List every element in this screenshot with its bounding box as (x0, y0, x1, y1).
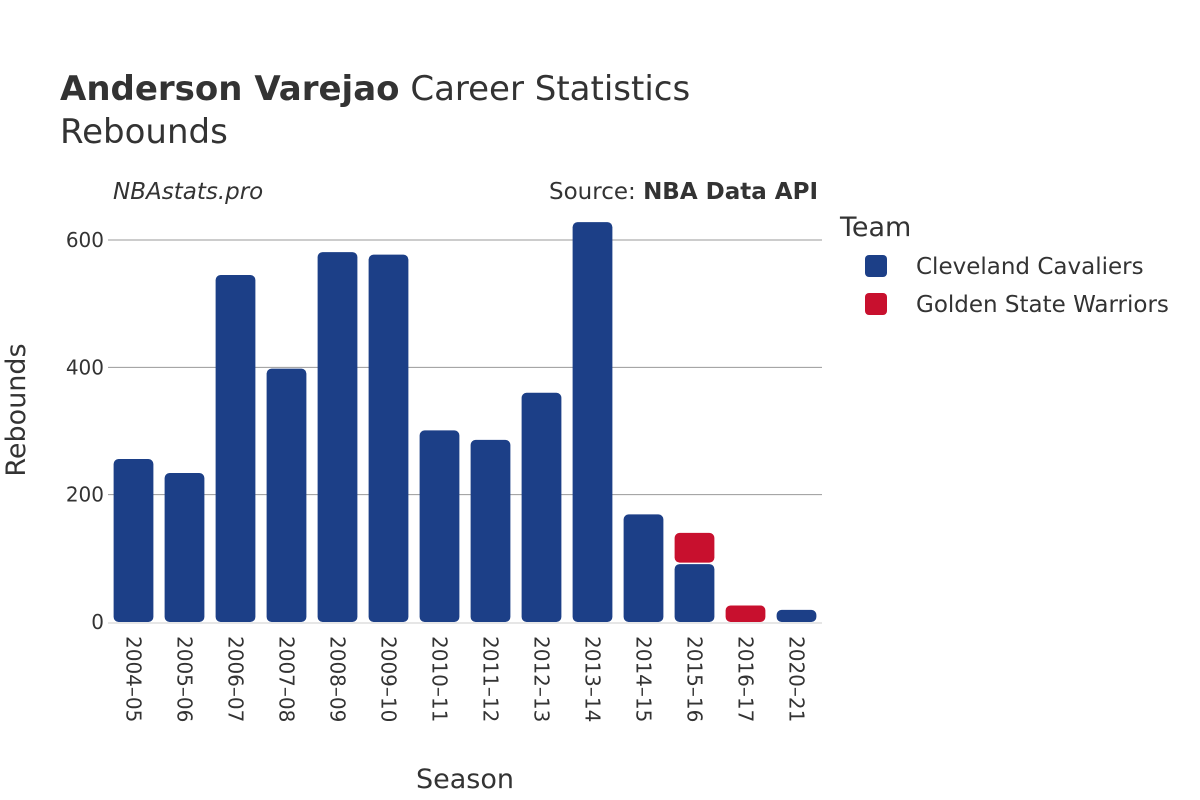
x-tick-2007–08: 2007–08 (275, 636, 299, 722)
bar-2015–16-cleveland (674, 564, 715, 622)
bar-2006–07-cleveland (215, 275, 256, 622)
bar-2016–17-golden-state (725, 605, 766, 622)
y-tick-labels: 0 200 400 600 (66, 228, 104, 634)
x-tick-2014–15: 2014–15 (632, 636, 656, 722)
bar-2007–08-cleveland (266, 368, 307, 622)
y-tick-400: 400 (66, 355, 104, 379)
bar-2009–10-cleveland (368, 254, 409, 623)
legend: Cleveland Cavaliers Golden State Warriors (865, 254, 1169, 318)
legend-swatch-1 (865, 293, 887, 315)
chart-title: Anderson Varejao Career Statistics (60, 69, 690, 109)
bar-2004–05-cleveland (113, 459, 154, 622)
bar-2011–12-cleveland (470, 439, 511, 622)
legend-label-0: Cleveland Cavaliers (916, 254, 1144, 280)
watermark: NBAstats.pro (113, 179, 263, 205)
x-tick-2012–13: 2012–13 (530, 636, 554, 722)
y-tick-200: 200 (66, 483, 104, 507)
y-tick-0: 0 (91, 610, 104, 634)
legend-title: Team (839, 212, 911, 243)
x-tick-2020–21: 2020–21 (785, 636, 809, 722)
source-label: Source: NBA Data API (549, 179, 818, 205)
bars (113, 222, 817, 623)
chart-subtitle: Rebounds (60, 112, 228, 152)
x-tick-2008–09: 2008–09 (326, 636, 350, 722)
x-tick-2009–10: 2009–10 (377, 636, 401, 722)
x-tick-2011–12: 2011–12 (479, 636, 503, 722)
bar-2020–21-cleveland (776, 609, 817, 622)
source-name: NBA Data API (643, 179, 818, 205)
bar-2010–11-cleveland (419, 430, 460, 622)
source-prefix: Source: (549, 179, 643, 205)
x-tick-2005–06: 2005–06 (173, 636, 197, 722)
bar-2008–09-cleveland (317, 252, 358, 622)
x-tick-labels: 2004–05 2005–06 2006–07 2007–08 2008–09 2009–… (122, 636, 809, 722)
x-tick-2004–05: 2004–05 (122, 636, 146, 722)
x-tick-2016–17: 2016–17 (734, 636, 758, 722)
bar-2014–15-cleveland (623, 514, 664, 622)
legend-swatch-0 (865, 255, 887, 277)
x-tick-2006–07: 2006–07 (224, 636, 248, 722)
bar-2015–16-golden-state (674, 532, 715, 563)
gridlines (108, 239, 822, 624)
bar-2005–06-cleveland (164, 473, 205, 622)
legend-label-1: Golden State Warriors (916, 292, 1169, 318)
y-tick-600: 600 (66, 228, 104, 252)
title-rest: Career Statistics (400, 69, 691, 109)
x-tick-2010–11: 2010–11 (428, 636, 452, 722)
x-tick-2015–16: 2015–16 (683, 636, 707, 722)
x-tick-2013–14: 2013–14 (581, 636, 605, 722)
x-axis-label: Season (416, 764, 514, 795)
bar-2012–13-cleveland (521, 392, 562, 622)
bar-2013–14-cleveland (572, 222, 613, 622)
y-axis-label: Rebounds (1, 343, 32, 476)
player-name: Anderson Varejao (60, 69, 400, 109)
